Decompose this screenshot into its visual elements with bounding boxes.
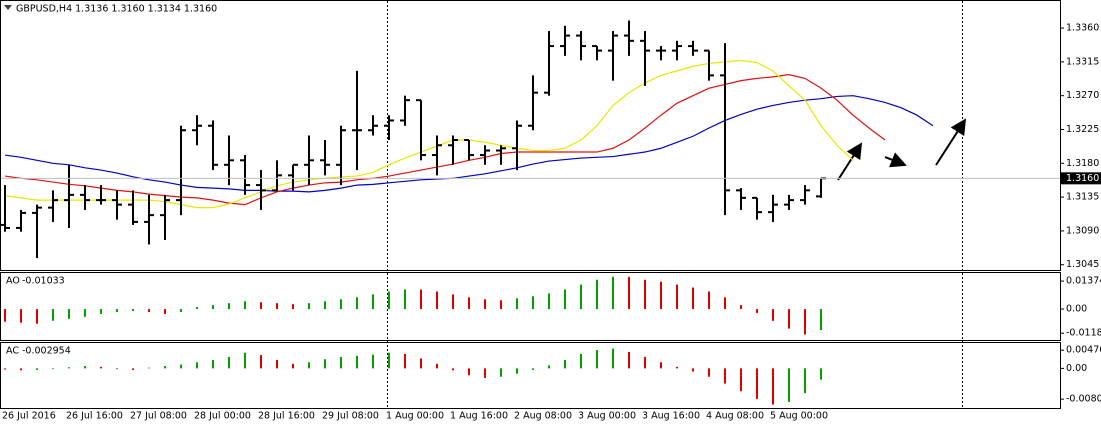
y-tick-label: 0.00 — [1066, 363, 1087, 374]
ac-panel — [0, 342, 1061, 409]
arrow — [837, 142, 863, 181]
ao-value: -0.01033 — [22, 276, 65, 287]
moving-average — [4, 95, 934, 193]
ac-title: AC — [6, 346, 19, 357]
x-tick-label: 26 Jul 2016 — [2, 411, 56, 422]
x-tick-label: 5 Aug 00:00 — [770, 411, 828, 422]
x-tick-label: 3 Aug 16:00 — [642, 411, 700, 422]
menu-icon[interactable] — [4, 5, 12, 10]
y-tick-label: 1.3135 — [1066, 192, 1099, 203]
x-tick-label: 1 Aug 16:00 — [450, 411, 508, 422]
x-tick-label: 1 Aug 00:00 — [386, 411, 444, 422]
moving-average — [4, 74, 886, 206]
y-tick-label: -0.01187 — [1066, 328, 1101, 339]
y-tick-label: 0.004765 — [1066, 345, 1101, 356]
x-tick-label: 27 Jul 08:00 — [130, 411, 187, 422]
y-tick-label: 0.00 — [1066, 304, 1087, 315]
arrow — [935, 118, 967, 166]
x-tick-label: 3 Aug 00:00 — [578, 411, 636, 422]
x-tick-label: 26 Jul 16:00 — [66, 411, 123, 422]
y-tick-label: 1.3045 — [1066, 259, 1099, 270]
y-tick-label: 1.3315 — [1066, 56, 1099, 67]
y-tick-label: -0.00808 — [1066, 394, 1101, 405]
x-tick-label: 28 Jul 16:00 — [258, 411, 315, 422]
y-tick-label: 1.3180 — [1066, 158, 1099, 169]
y-tick-label: 1.3090 — [1066, 225, 1099, 236]
x-tick-label: 29 Jul 08:00 — [322, 411, 379, 422]
ao-title: AO — [6, 276, 20, 287]
x-tick-label: 28 Jul 00:00 — [194, 411, 251, 422]
ao-panel — [0, 272, 1061, 341]
price-label-box — [1061, 172, 1101, 185]
arrow — [884, 152, 907, 168]
main-panel — [0, 0, 1061, 271]
moving-average — [4, 59, 854, 209]
price-label: 1.3160 — [1066, 173, 1099, 184]
x-tick-label: 2 Aug 08:00 — [514, 411, 572, 422]
ac-value: -0.002954 — [22, 346, 71, 357]
y-tick-label: 1.3270 — [1066, 90, 1099, 101]
chart-title: GBPUSD,H4 1.3136 1.3160 1.3134 1.3160 — [16, 4, 217, 15]
y-tick-label: 1.3360 — [1066, 23, 1099, 34]
arrows — [837, 118, 967, 181]
x-tick-label: 4 Aug 08:00 — [706, 411, 764, 422]
y-tick-label: 1.3225 — [1066, 124, 1099, 135]
y-tick-label: 0.01374 — [1066, 276, 1101, 287]
